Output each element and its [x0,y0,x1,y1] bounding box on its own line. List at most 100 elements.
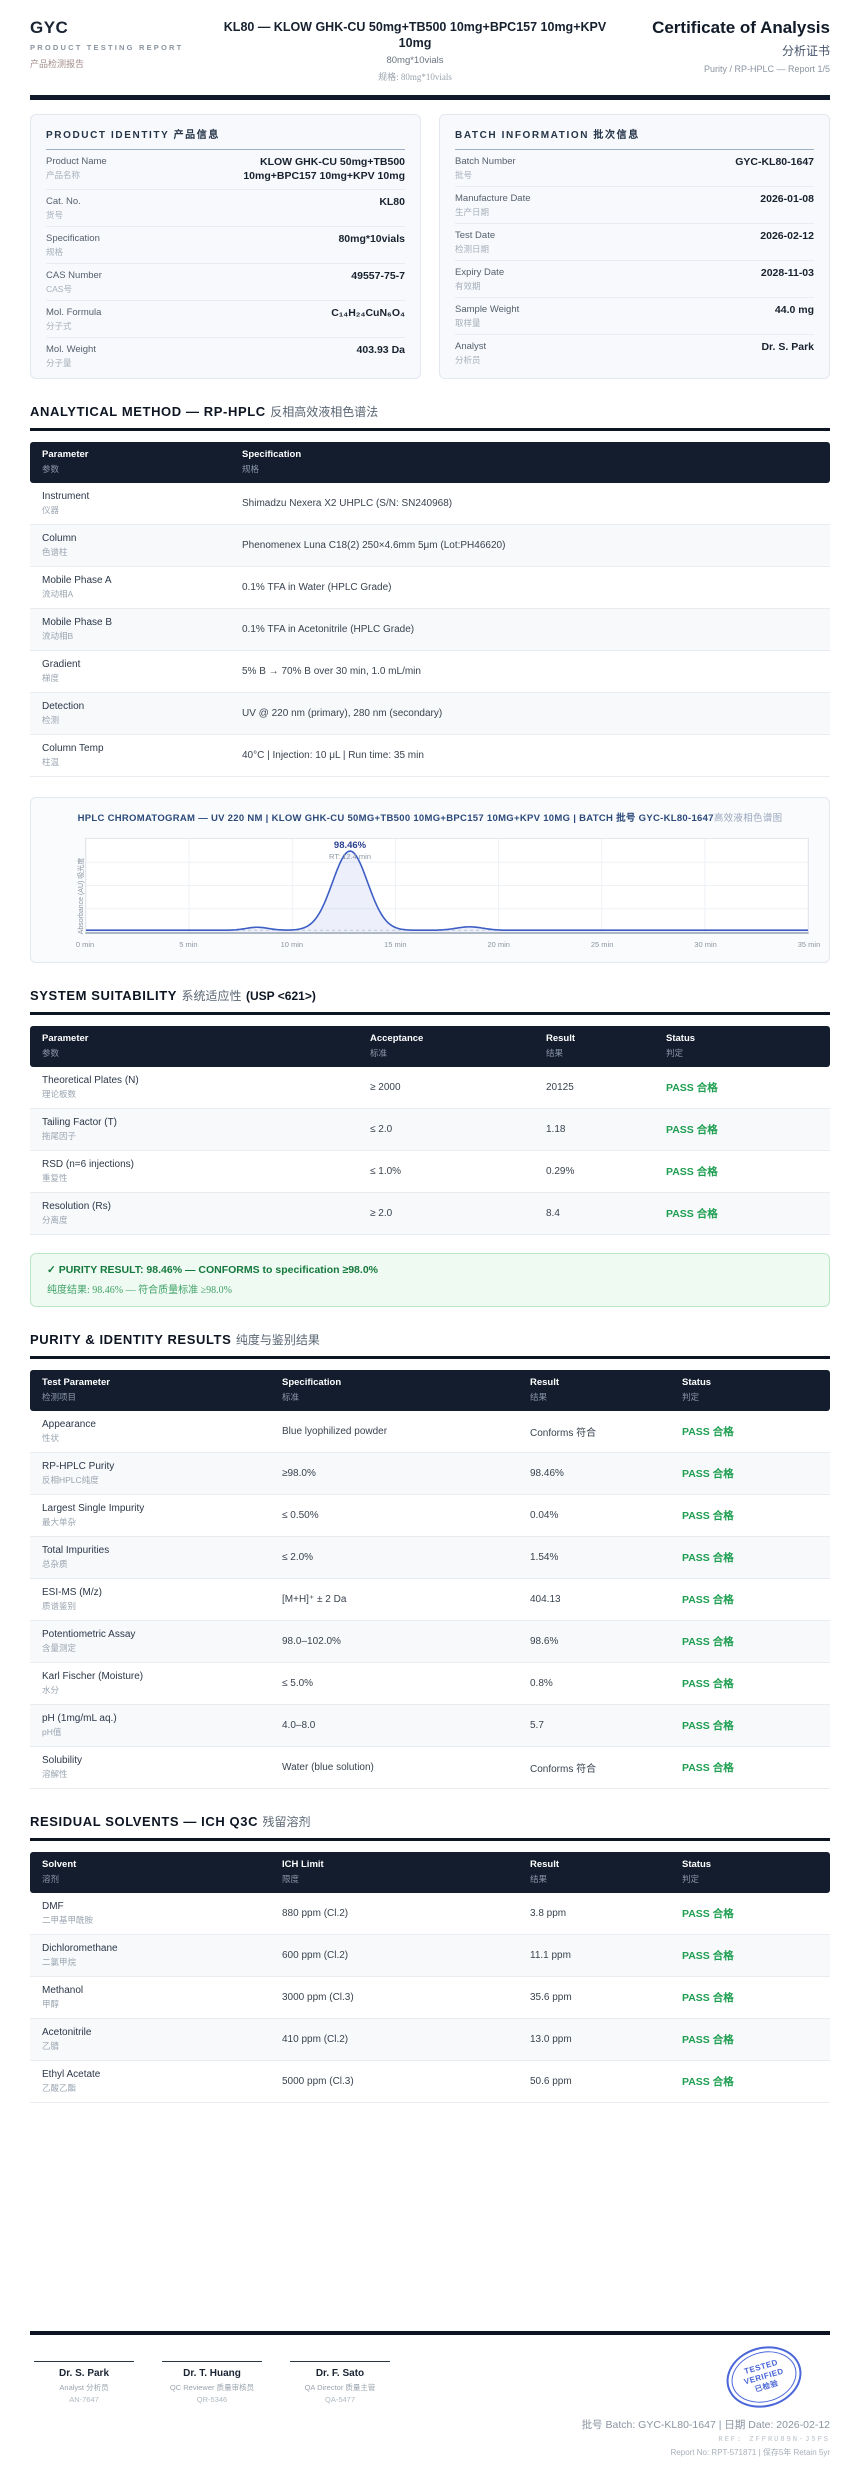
status-pass-badge: PASS 合格 [682,1425,734,1438]
cell-status: PASS 合格 [670,1704,830,1747]
x-axis-tick: 0 min [75,939,95,949]
cell-parameter: Potentiometric Assay 含量测定 [30,1620,270,1663]
brand-subtitle: PRODUCT TESTING REPORT [30,43,184,52]
info-label: Product Name 产品名称 [46,156,107,181]
cell-acceptance: ≤ 1.0% [358,1150,534,1193]
table-row: Resolution (Rs) 分离度 ≥ 2.0 8.4 PASS 合格 [30,1192,830,1235]
cell-status: PASS 合格 [670,2060,830,2103]
cell-parameter: DMF 二甲基甲酰胺 [30,1892,270,1935]
header-divider [30,95,830,101]
cell-spec: 0.1% TFA in Water (HPLC Grade) [230,566,830,609]
signature-line [162,2360,262,2362]
cell-result: Conforms 符合 [518,1746,670,1789]
cell-status: PASS 合格 [670,2018,830,2061]
cell-status: PASS 合格 [670,1934,830,1977]
signature-line [34,2360,134,2362]
section-purity-results: PURITY & IDENTITY RESULTS 纯度与鉴别结果 [30,1331,830,1359]
column-header-result: Result 结果 [534,1025,654,1067]
cell-acceptance: 5000 ppm (Cl.3) [270,2060,518,2103]
cell-acceptance: Blue lyophilized powder [270,1410,518,1453]
cell-parameter: Appearance 性状 [30,1410,270,1453]
column-header-status: Status 判定 [654,1025,830,1067]
x-axis-tick: 25 min [590,939,614,949]
cell-result: 35.6 ppm [518,1976,670,2019]
cell-acceptance: ≤ 5.0% [270,1662,518,1705]
info-value: 2026-02-12 [760,230,814,243]
table-row: Dichloromethane 二氯甲烷 600 ppm (Cl.2) 11.1 pp… [30,1934,830,1977]
info-panels: PRODUCT IDENTITY 产品信息 Product Name 产品名称 KL… [30,114,830,379]
signature-line [290,2360,390,2362]
status-pass-badge: PASS 合格 [682,1509,734,1522]
cell-result: 98.46% [518,1452,670,1495]
info-value: KL80 [379,195,405,208]
cell-acceptance: 410 ppm (Cl.2) [270,2018,518,2061]
doc-title-block: Certificate of Analysis 分析证书 Purity / RP… [615,18,830,74]
status-pass-badge: PASS 合格 [666,1165,718,1178]
cell-result: 0.04% [518,1494,670,1537]
product-identity-panel: PRODUCT IDENTITY 产品信息 Product Name 产品名称 KL… [30,114,421,379]
column-header-solvent: Solvent 溶剂 [30,1851,270,1893]
page-header: GYC PRODUCT TESTING REPORT 产品检测报告 KL80 —… [30,18,830,83]
cell-parameter: RSD (n=6 injections) 重复性 [30,1150,358,1193]
cell-spec: UV @ 220 nm (primary), 280 nm (secondary… [230,692,830,735]
cell-status: PASS 合格 [670,1494,830,1537]
cell-status: PASS 合格 [654,1192,830,1235]
product-title-block: KL80 — KLOW GHK-CU 50mg+TB500 10mg+BPC15… [215,18,615,83]
residual-solvents-table: Solvent 溶剂 ICH Limit 限度 Result 结果 Status 判定 … [30,1851,830,2103]
chromatogram-plot: 98.46% RT: 12.4 min [85,837,809,934]
cell-acceptance: ≥98.0% [270,1452,518,1495]
chromatogram-title: HPLC CHROMATOGRAM — UV 220 NM | KLOW GHK… [77,812,783,824]
column-header-result: Result 结果 [518,1851,670,1893]
cell-parameter: Instrument 仪器 [30,482,230,525]
info-row: Manufacture Date 生产日期 2026-01-08 [455,187,814,225]
section-residual-solvents: RESIDUAL SOLVENTS — ICH Q3C 残留溶剂 [30,1813,830,1841]
info-label: Mol. Weight 分子量 [46,343,96,368]
cell-result: 1.54% [518,1536,670,1579]
column-header-specification: Specification 规格 [230,441,830,483]
x-axis-tick: 15 min [384,939,407,949]
signature-analyst: Dr. S. Park Analyst 分析员 AN-7647 [34,2360,134,2458]
cell-result: 3.8 ppm [518,1892,670,1935]
x-axis-tick: 5 min [179,939,198,949]
cell-parameter: ESI-MS (M/z) 质谱鉴别 [30,1578,270,1621]
info-label: Mol. Formula 分子式 [46,306,102,331]
status-pass-badge: PASS 合格 [682,2033,734,2046]
table-row: Mobile Phase A 流动相A 0.1% TFA in Water (HPL… [30,566,830,609]
table-row: Column 色谱柱 Phenomenex Luna C18(2) 250×4.6m… [30,524,830,567]
table-row: DMF 二甲基甲酰胺 880 ppm (Cl.2) 3.8 ppm PASS 合格 [30,1892,830,1935]
cell-result: 8.4 [534,1192,654,1235]
info-label: CAS Number CAS号 [46,269,102,294]
footer-batch-line: 批号 Batch: GYC-KL80-1647 | 日期 Date: 2026-… [581,2418,830,2431]
cell-parameter: Detection 检测 [30,692,230,735]
info-label: Manufacture Date 生产日期 [455,193,531,218]
verified-stamp: TESTED VERIFIED 已检验 [719,2337,809,2416]
info-row: CAS Number CAS号 49557-75-7 [46,264,405,301]
info-label: Sample Weight 取样量 [455,304,520,329]
info-value: 49557-75-7 [351,269,405,282]
cell-result: 13.0 ppm [518,2018,670,2061]
cell-result: 0.29% [534,1150,654,1193]
info-value: C₁₄H₂₄CuN₆O₄ [331,306,405,319]
cell-spec: Phenomenex Luna C18(2) 250×4.6mm 5μm (Lo… [230,524,830,567]
purity-results-table: Test Parameter 检测项目 Specification 标准 Resul… [30,1369,830,1789]
status-pass-badge: PASS 合格 [666,1081,718,1094]
x-axis-tick: 30 min [694,939,717,949]
brand-block: GYC PRODUCT TESTING REPORT 产品检测报告 [30,18,215,70]
doc-report-number: Purity / RP-HPLC — Report 1/5 [703,64,830,74]
batch-information-rows: Batch Number 批号 GYC-KL80-1647 Manufacture D… [455,150,814,371]
info-value: KLOW GHK-CU 50mg+TB500 10mg+BPC157 10mg+… [243,156,405,182]
status-pass-badge: PASS 合格 [682,1907,734,1920]
column-header-result: Result 结果 [518,1369,670,1411]
status-pass-badge: PASS 合格 [666,1123,718,1136]
table-row: Detection 检测 UV @ 220 nm (primary), 280 nm… [30,692,830,735]
table-row: Methanol 甲醇 3000 ppm (Cl.3) 35.6 ppm PASS 合格 [30,1976,830,2019]
status-pass-badge: PASS 合格 [682,1677,734,1690]
cell-acceptance: 600 ppm (Cl.2) [270,1934,518,1977]
cell-acceptance: ≤ 2.0% [270,1536,518,1579]
column-header-specification: Specification 标准 [270,1369,518,1411]
brand-subtitle-cn: 产品检测报告 [30,59,85,69]
signature-qa-director: Dr. F. Sato QA Director 质量主管 QA-5477 [290,2360,390,2458]
table-row: Mobile Phase B 流动相B 0.1% TFA in Acetonitri… [30,608,830,651]
cell-spec: Shimadzu Nexera X2 UHPLC (S/N: SN240968) [230,482,830,525]
cell-parameter: pH (1mg/mL aq.) pH值 [30,1704,270,1747]
